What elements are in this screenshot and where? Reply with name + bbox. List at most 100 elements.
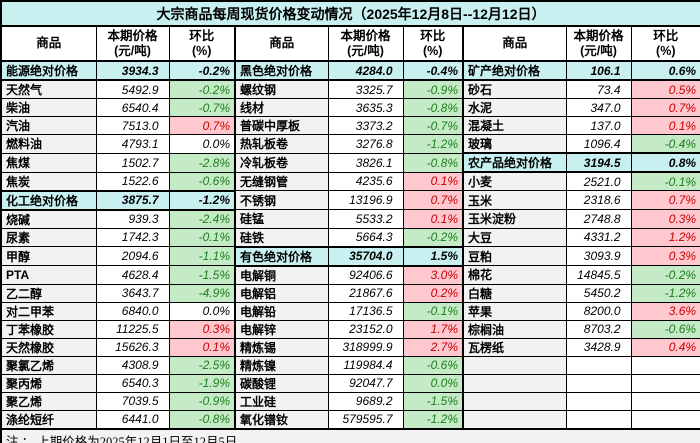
pct-change-cell: 0.4% [630, 337, 700, 357]
table-row: 涤纶短纤 6441.0 -0.8% 氧化镨钕 579595.7 -1.2% [0, 409, 700, 429]
pct-change-cell: 0.3% [630, 209, 700, 229]
pct-change-cell: 0.5% [630, 79, 700, 99]
pct-change-cell: -1.5% [168, 265, 236, 285]
pct-change-cell: -1.2% [402, 409, 464, 429]
pct-change-cell: 2.7% [402, 337, 464, 357]
col-header-label: 商品 [269, 36, 295, 50]
table-row: 能源绝对价格 3934.3 -0.2% 黑色绝对价格 4284.0 -0.4% 矿产绝对价格… [0, 60, 700, 81]
col-header-label: 商品 [36, 36, 62, 50]
table-row: 聚丙烯 6540.3 -1.9% 碳酸锂 92047.7 0.0% [0, 373, 700, 393]
table-row: 柴油 6540.4 -0.7% 线材 3635.3 -0.8% 水泥 347.0 0.7% [0, 98, 700, 117]
footnote-row: 注 ： 上期价格为2025年12月1日至12月5日。 [0, 427, 700, 443]
pct-change-cell: 1.2% [630, 227, 700, 247]
price-value-cell: 6441.0 [95, 409, 170, 429]
commodity-name-cell: 苹果 [462, 301, 567, 321]
price-value-cell: 13196.9 [327, 190, 404, 210]
price-value-cell: 3276.8 [327, 134, 404, 154]
commodity-name-cell: 柴油 [0, 98, 97, 117]
pct-change-cell: -1.2% [402, 134, 464, 154]
price-value-cell: 3643.7 [95, 283, 170, 303]
commodity-name-cell: 水泥 [462, 98, 567, 117]
table-row: PTA 4628.4 -1.5% 电解铜 92406.6 3.0% 棉花 14845.5 -0.… [0, 265, 700, 285]
commodity-name-cell: 天然气 [0, 79, 97, 99]
category-price-cell: 4284.0 [327, 60, 404, 81]
pct-change-cell: -4.9% [168, 283, 236, 303]
category-price-cell: 35704.0 [327, 245, 404, 267]
pct-change-cell: 0.0% [168, 301, 236, 321]
table-row: 聚乙烯 7039.5 -0.9% 工业硅 9689.2 -1.5% [0, 391, 700, 411]
pct-change-cell: -0.8% [402, 152, 464, 173]
commodity-name-cell: 小麦 [462, 171, 567, 191]
col-header-change: 环比 (%) [630, 25, 700, 62]
price-value-cell: 119984.4 [327, 355, 404, 375]
category-name-cell: 农产品绝对价格 [462, 152, 567, 173]
price-value-cell: 2748.8 [565, 209, 632, 229]
col-header-label: 本期价格 [573, 28, 624, 43]
price-value-cell: 8703.2 [565, 319, 632, 339]
col-header-label: 环比 [189, 28, 215, 43]
price-value-cell: 1096.4 [565, 134, 632, 154]
pct-change-cell: -0.2% [168, 79, 236, 99]
price-value-cell: 5450.2 [565, 283, 632, 303]
commodity-name-cell: 电解铅 [234, 301, 329, 321]
price-value-cell [565, 355, 632, 375]
commodity-name-cell: 尿素 [0, 227, 97, 247]
pct-change-cell: -0.1% [168, 227, 236, 247]
price-value-cell: 137.0 [565, 116, 632, 135]
col-header-unit: (元/吨) [114, 43, 151, 58]
commodity-name-cell: 砂石 [462, 79, 567, 99]
category-name-cell: 黑色绝对价格 [234, 60, 329, 81]
pct-change-cell: -2.4% [168, 209, 236, 229]
commodity-name-cell: 聚乙烯 [0, 391, 97, 411]
commodity-name-cell: 热轧板卷 [234, 134, 329, 154]
commodity-name-cell: 烧碱 [0, 209, 97, 229]
commodity-name-cell: 豆粕 [462, 246, 567, 266]
price-value-cell: 5664.3 [327, 227, 404, 247]
price-value-cell: 5492.9 [95, 79, 170, 99]
pct-change-cell: -0.9% [402, 79, 464, 99]
col-header-unit: (元/吨) [580, 43, 617, 58]
pct-change-cell [630, 373, 700, 393]
pct-change-cell: 0.0% [168, 134, 236, 154]
pct-change-cell: -1.5% [402, 391, 464, 411]
pct-change-cell: -0.6% [168, 171, 236, 191]
pct-change-cell: 0.2% [402, 283, 464, 303]
price-value-cell: 939.3 [95, 209, 170, 229]
price-value-cell [565, 409, 632, 429]
price-value-cell: 9689.2 [327, 391, 404, 411]
price-value-cell: 23152.0 [327, 319, 404, 339]
price-value-cell: 6540.3 [95, 373, 170, 393]
table-row: 燃料油 4793.1 0.0% 热轧板卷 3276.8 -1.2% 玻璃 1096.4 -0.4… [0, 134, 700, 154]
table-row: 丁苯橡胶 11225.5 0.3% 电解锌 23152.0 1.7% 棕榈油 8703.2 -0… [0, 319, 700, 339]
price-value-cell: 1742.3 [95, 227, 170, 247]
category-price-cell: 3194.5 [565, 152, 632, 173]
pct-change-cell: 0.3% [168, 319, 236, 339]
col-header-label: 本期价格 [340, 28, 391, 43]
pct-change-cell: -2.8% [168, 152, 236, 173]
title-row: 大宗商品每周现货价格变动情况（2025年12月8日--12月12日） [0, 0, 700, 27]
col-header-commodity: 商品 [0, 25, 97, 62]
commodity-name-cell: 硅锰 [234, 209, 329, 229]
pct-change-cell: -1.1% [168, 246, 236, 266]
price-value-cell: 92406.6 [327, 265, 404, 285]
commodity-name-cell: 碳酸锂 [234, 373, 329, 393]
col-header-commodity: 商品 [462, 25, 567, 62]
commodity-name-cell: 普碳中厚板 [234, 116, 329, 135]
price-value-cell: 3635.3 [327, 98, 404, 117]
table-row: 对二甲苯 6840.0 0.0% 电解铅 17136.5 -0.1% 苹果 8200.0 3.6… [0, 301, 700, 321]
price-value-cell: 7513.0 [95, 116, 170, 135]
price-value-cell: 2521.0 [565, 171, 632, 191]
col-header-price: 本期价格 (元/吨) [95, 25, 170, 62]
table-row: 焦炭 1522.6 -0.6% 无缝钢管 4235.6 0.1% 小麦 2521.0 -0.1% [0, 171, 700, 191]
pct-change-cell: -2.5% [168, 355, 236, 375]
col-header-label: 本期价格 [107, 28, 158, 43]
commodity-name-cell: 玉米 [462, 190, 567, 210]
price-value-cell: 8200.0 [565, 301, 632, 321]
price-value-cell: 579595.7 [327, 409, 404, 429]
commodity-name-cell: 线材 [234, 98, 329, 117]
col-header-label: 商品 [502, 36, 528, 50]
pct-change-cell: 0.1% [630, 116, 700, 135]
commodity-name-cell: 无缝钢管 [234, 171, 329, 191]
pct-change-cell: -0.2% [630, 265, 700, 285]
